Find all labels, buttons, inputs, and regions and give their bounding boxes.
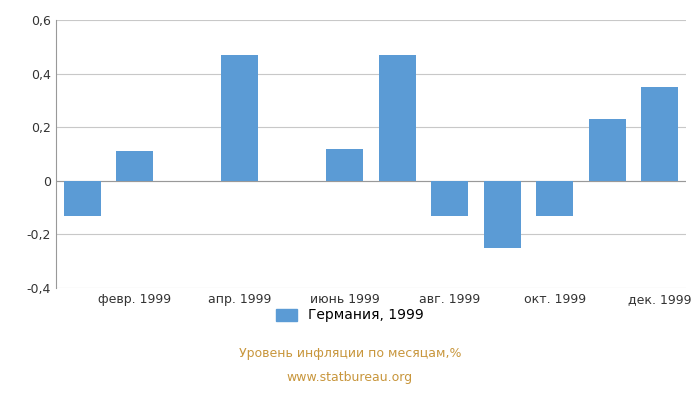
Legend: Германия, 1999: Германия, 1999	[271, 303, 429, 328]
Bar	[641, 87, 678, 181]
Text: www.statbureau.org: www.statbureau.org	[287, 372, 413, 384]
Bar	[589, 119, 626, 181]
Bar	[536, 181, 573, 216]
Bar	[116, 151, 153, 181]
Bar	[326, 149, 363, 181]
Bar	[431, 181, 468, 216]
Text: Уровень инфляции по месяцам,%: Уровень инфляции по месяцам,%	[239, 348, 461, 360]
Bar	[64, 181, 101, 216]
Bar	[221, 55, 258, 181]
Bar	[379, 55, 416, 181]
Bar	[484, 181, 521, 248]
